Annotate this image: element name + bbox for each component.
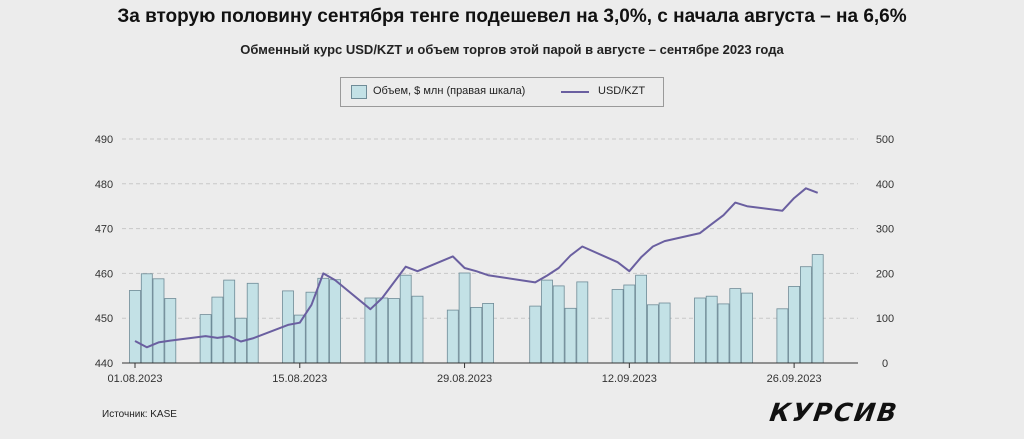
volume-bar — [317, 277, 330, 364]
right-tick-label: 400 — [876, 179, 894, 191]
volume-bar — [387, 298, 400, 364]
volume-bar — [564, 307, 577, 364]
volume-bar — [788, 285, 800, 364]
chart-subtitle: Обменный курс USD/KZT и объем торгов это… — [240, 42, 784, 57]
volume-bar — [647, 304, 659, 364]
volume-bar — [446, 309, 459, 364]
volume-bar — [223, 279, 236, 364]
left-tick-label: 480 — [95, 179, 113, 191]
right-tick-label: 300 — [876, 224, 894, 236]
volume-bar — [211, 296, 224, 364]
x-tick-label: 26.09.2023 — [767, 373, 822, 385]
volume-bars — [129, 254, 824, 364]
right-tick-label: 100 — [876, 313, 894, 325]
volume-bar — [717, 303, 730, 364]
volume-bar — [800, 266, 812, 364]
volume-bar — [140, 273, 153, 364]
volume-bar — [776, 308, 789, 364]
x-tick-label: 15.08.2023 — [272, 373, 327, 385]
volume-bar — [611, 289, 624, 364]
volume-bar — [470, 306, 483, 364]
usd-kzt-line — [134, 187, 819, 349]
legend-bar-swatch — [351, 85, 367, 99]
legend-bar-label: Объем, $ млн (правая шкала) — [373, 85, 526, 97]
volume-bar — [482, 302, 495, 364]
left-tick-label: 440 — [95, 358, 113, 370]
left-tick-label: 490 — [95, 134, 113, 146]
left-tick-label: 460 — [95, 268, 113, 280]
x-tick-label: 12.09.2023 — [602, 373, 657, 385]
volume-bar — [246, 282, 259, 364]
volume-bar — [576, 281, 589, 364]
volume-bar — [705, 295, 718, 364]
volume-bar — [741, 292, 753, 364]
kursiv-logo: КУРСИВ — [767, 398, 901, 427]
volume-bar — [623, 284, 636, 364]
volume-bar — [399, 274, 412, 364]
legend-line-label: USD/KZT — [598, 85, 646, 97]
volume-bar — [152, 278, 165, 364]
axes: 490 480 470 460 450 440 500 400 300 200 100 0 01.08.… — [95, 134, 894, 385]
volume-bar — [329, 279, 342, 364]
volume-bar — [541, 279, 553, 364]
volume-bar — [529, 305, 542, 364]
right-tick-label: 500 — [876, 134, 894, 146]
source-note: Источник: KASE — [102, 409, 177, 420]
volume-bar — [658, 302, 671, 364]
volume-bar — [694, 297, 706, 364]
rate-line — [134, 187, 819, 349]
legend-line-swatch — [561, 91, 589, 93]
volume-bar — [164, 298, 177, 364]
chart-title: За вторую половину сентября тенге подеше… — [117, 6, 907, 27]
left-tick-label: 450 — [95, 313, 113, 325]
x-tick-label: 01.08.2023 — [107, 373, 162, 385]
right-tick-label: 200 — [876, 268, 894, 280]
volume-bar — [635, 274, 647, 364]
volume-bar — [129, 289, 141, 364]
volume-bar — [811, 254, 824, 364]
volume-bar — [199, 314, 212, 364]
right-tick-label: 0 — [882, 358, 888, 370]
volume-bar — [552, 285, 565, 364]
volume-bar — [729, 288, 742, 364]
left-tick-label: 470 — [95, 224, 113, 236]
volume-bar — [458, 272, 471, 364]
volume-bar — [364, 297, 377, 364]
volume-bar — [411, 295, 424, 364]
volume-bar — [376, 297, 389, 364]
legend: Объем, $ млн (правая шкала) USD/KZT — [340, 77, 664, 107]
x-tick-label: 29.08.2023 — [437, 373, 492, 385]
